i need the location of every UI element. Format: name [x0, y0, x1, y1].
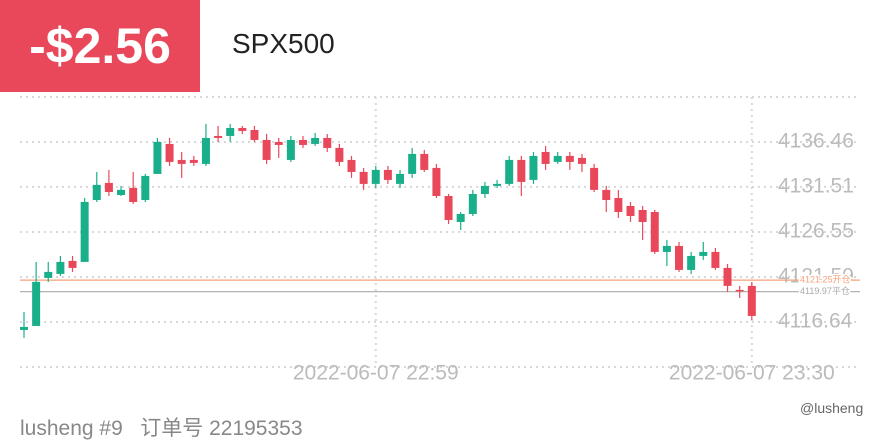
- candle-body: [493, 183, 502, 186]
- candle-body: [383, 169, 392, 180]
- candle-body: [420, 153, 429, 170]
- candle-body: [687, 255, 696, 270]
- candle-body: [92, 184, 101, 200]
- candle-body: [699, 251, 708, 256]
- y-tick-label: 4136.46: [778, 130, 854, 153]
- y-tick-label: 4116.64: [778, 310, 853, 333]
- candle-body: [614, 197, 623, 212]
- candle-body: [662, 245, 671, 252]
- candle-body: [104, 182, 113, 192]
- candle-body: [602, 189, 611, 200]
- order-info: lusheng #9 订单号 22195353: [20, 417, 303, 440]
- chart: 4116.64 4121.59 4126.55 4131.51 4136.46 2022-…: [20, 96, 860, 385]
- candle-body: [226, 127, 235, 136]
- candle-body: [56, 261, 65, 274]
- candle-body: [323, 137, 332, 148]
- candle-body: [32, 281, 41, 326]
- candle-body: [444, 195, 453, 220]
- candle-body: [165, 143, 174, 162]
- candle-body: [44, 271, 53, 278]
- candle-body: [335, 147, 344, 162]
- candle-body: [286, 139, 295, 160]
- candle-body: [189, 159, 198, 163]
- level-label: 4119.97平仓: [800, 285, 850, 296]
- y-tick-label: 4131.51: [778, 174, 854, 197]
- candle-body: [238, 127, 247, 131]
- candle-body: [80, 201, 89, 262]
- candle-body: [68, 260, 77, 268]
- candle-body: [201, 137, 210, 164]
- candle-body: [735, 289, 744, 292]
- candle-body: [747, 285, 756, 316]
- candle-body: [577, 157, 586, 164]
- candle-body: [117, 189, 126, 195]
- candle-body: [298, 139, 307, 145]
- candle-body: [311, 137, 320, 144]
- symbol: SPX500: [232, 28, 335, 59]
- level-label: 4121.25开仓: [800, 273, 851, 284]
- candle-body: [141, 175, 150, 200]
- candle-body: [396, 173, 405, 184]
- x-tick-label: 2022-06-07 22:59: [293, 362, 459, 385]
- candle-body: [456, 213, 465, 222]
- candle-body: [214, 135, 223, 138]
- candle-body: [480, 185, 489, 194]
- candle-body: [529, 155, 538, 180]
- candle-body: [590, 167, 599, 190]
- candle-body: [347, 159, 356, 172]
- candle-body: [129, 187, 138, 202]
- candle-body: [250, 129, 259, 140]
- candle-body: [541, 151, 550, 164]
- candle-body: [675, 245, 684, 270]
- candle-body: [408, 153, 417, 174]
- candle-body: [638, 209, 647, 222]
- x-tick-label: 2022-06-07 23:30: [669, 362, 835, 385]
- candle-body: [626, 205, 635, 216]
- candle-body: [553, 155, 562, 162]
- candle-body: [153, 141, 162, 174]
- candle-body: [517, 159, 526, 182]
- y-tick-label: 4121.59: [778, 265, 854, 288]
- candle-body: [359, 171, 368, 184]
- watermark: @lusheng: [800, 400, 864, 416]
- candle-body: [432, 167, 441, 196]
- candle-body: [505, 159, 514, 184]
- candle-body: [723, 267, 732, 286]
- y-tick-label: 4126.55: [778, 220, 854, 243]
- candle-body: [177, 159, 186, 164]
- candle-body: [711, 251, 720, 268]
- candle-body: [565, 155, 574, 162]
- candle-body: [371, 169, 380, 184]
- candle-body: [262, 139, 271, 160]
- pnl-badge: -$2.56: [0, 0, 200, 92]
- candle-body: [650, 211, 659, 252]
- candle-body: [20, 326, 28, 330]
- candle-body: [468, 193, 477, 214]
- candle-body: [274, 141, 283, 145]
